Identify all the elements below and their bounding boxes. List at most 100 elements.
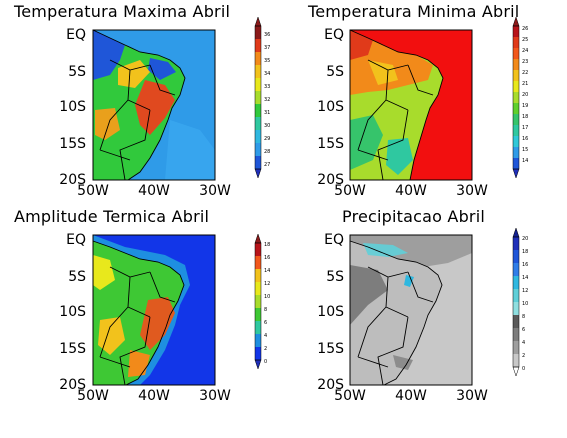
lon-label: 30W	[456, 183, 488, 199]
colorbar-label: 4	[522, 340, 525, 346]
colorbar-label: 21	[522, 81, 528, 87]
colorbar-label: 35	[264, 58, 270, 64]
lat-label: 10S	[317, 304, 344, 320]
lon-label: 40W	[395, 183, 427, 199]
lon-label: 50W	[334, 388, 366, 404]
colorbar-label: 14	[522, 275, 528, 281]
colorbar-label: 10	[522, 301, 528, 307]
warm-region	[368, 60, 398, 85]
colorbar-label: 26	[522, 26, 528, 32]
lon-label: 50W	[334, 183, 366, 199]
lat-label: 20S	[317, 172, 344, 188]
map-frame	[349, 29, 473, 181]
wet-region	[350, 265, 388, 325]
colorbar-label: 19	[522, 103, 528, 109]
colorbar-label: 33	[264, 84, 270, 90]
colorbar-label: 32	[264, 97, 270, 103]
lat-label: 20S	[317, 377, 344, 393]
colorbar-label: 12	[264, 281, 270, 287]
colorbar-label: 31	[264, 110, 270, 116]
colorbar-label: 17	[522, 125, 528, 131]
colorbar-label: 6	[522, 327, 525, 333]
colorbar-label: 28	[264, 149, 270, 155]
state-borders	[92, 240, 185, 386]
colorbar-label: 36	[264, 32, 270, 38]
colorbar-tmin: 26 25 24 23 22 21 20 19 18 17 16 15 14	[512, 16, 528, 179]
colorbar-label: 16	[264, 255, 270, 261]
colorbar-label: 23	[522, 59, 528, 65]
map-prec: 20 18 16 14 12 10 8 6 4 2 0	[349, 227, 528, 386]
colorbar-label: 18	[522, 114, 528, 120]
map-frame	[92, 234, 216, 386]
colorbar-label: 15	[522, 147, 528, 153]
state-borders	[349, 29, 444, 181]
colorbar-tmax: 36 37 35 34 33 32 31 30 29 28 27	[254, 16, 270, 179]
lat-label: 5S	[68, 269, 86, 285]
dry-spot	[393, 355, 413, 370]
lon-label: 40W	[138, 388, 170, 404]
state-borders	[92, 29, 186, 181]
colorbar-label: 2	[264, 346, 267, 352]
colorbar-label: 30	[264, 123, 270, 129]
lat-label: 10S	[59, 99, 86, 115]
panel-title: Temperatura Minima Abril	[308, 2, 520, 21]
colorbar-label: 14	[264, 268, 270, 274]
colorbar-label: 12	[522, 288, 528, 294]
lat-label: 15S	[317, 136, 344, 152]
lat-label: 20S	[59, 377, 86, 393]
panel-amp: Amplitude Termica Abril 18 16 14 12	[0, 205, 283, 424]
colorbar-label: 22	[522, 70, 528, 76]
lat-label: 5S	[326, 64, 344, 80]
colorbar-label: 29	[264, 136, 270, 142]
map-tmin: 26 25 24 23 22 21 20 19 18 17 16 15 14	[349, 16, 528, 181]
warm-region	[93, 255, 115, 290]
map-amp: 18 16 14 12 10 8 6 4 2 0	[92, 233, 270, 386]
cool-region	[148, 58, 176, 80]
panel-title: Temperatura Maxima Abril	[14, 2, 231, 21]
cool-region	[93, 30, 125, 80]
lon-label: 30W	[199, 183, 231, 199]
colorbar-label: 0	[522, 366, 525, 372]
colorbar-label: 34	[264, 71, 270, 77]
panel-prec: Precipitacao Abril 20 18 16 14	[258, 205, 541, 424]
lat-label: 15S	[59, 341, 86, 357]
lon-label: 30W	[199, 388, 231, 404]
colorbar-label: 10	[264, 294, 270, 300]
lat-label: 15S	[317, 341, 344, 357]
rain-max	[404, 275, 414, 287]
colorbar-label: 25	[522, 37, 528, 43]
colorbar-label: 20	[522, 92, 528, 98]
hot-region	[140, 297, 175, 350]
cool-region	[350, 115, 383, 170]
colorbar-label: 0	[264, 359, 267, 365]
lon-label: 50W	[77, 183, 109, 199]
colorbar-label: 14	[522, 158, 528, 164]
lon-label: 40W	[138, 183, 170, 199]
lon-label: 30W	[456, 388, 488, 404]
lon-label: 50W	[77, 388, 109, 404]
colorbar-label: 8	[264, 307, 267, 313]
panel-title: Precipitacao Abril	[342, 207, 486, 226]
map-frame	[349, 234, 473, 386]
colorbar-label: 16	[522, 262, 528, 268]
colorbar-label: 27	[264, 162, 270, 168]
lat-label: EQ	[66, 27, 86, 43]
colorbar-amp: 18 16 14 12 10 8 6 4 2 0	[254, 233, 270, 370]
panel-title: Amplitude Termica Abril	[14, 207, 210, 226]
lat-label: EQ	[66, 232, 86, 248]
lat-label: 10S	[317, 99, 344, 115]
rain-max	[363, 243, 408, 257]
lat-label: EQ	[324, 27, 344, 43]
lat-label: 5S	[68, 64, 86, 80]
colorbar-label: 18	[522, 249, 528, 255]
lat-label: 5S	[326, 269, 344, 285]
colorbar-label: 16	[522, 136, 528, 142]
hot-region	[135, 80, 175, 135]
panel-tmax: Temperatura Maxima Abril 36 37	[0, 0, 283, 219]
colorbar-label: 37	[264, 45, 270, 51]
warm-region	[98, 317, 125, 355]
colorbar-label: 18	[264, 242, 270, 248]
map-tmax: 36 37 35 34 33 32 31 30 29 28 27	[92, 16, 270, 181]
coastal-shade	[165, 120, 215, 180]
lat-label: 15S	[59, 136, 86, 152]
